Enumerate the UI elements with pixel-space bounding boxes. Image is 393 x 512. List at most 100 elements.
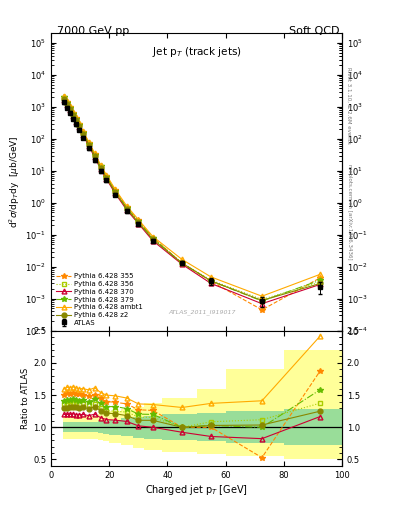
Pythia 6.428 370 <box>68 107 72 113</box>
Pythia 6.428 379 <box>76 122 81 128</box>
Pythia 6.428 355 <box>136 218 141 224</box>
Pythia 6.428 356 <box>65 100 70 106</box>
Pythia 6.428 z2 <box>136 219 141 225</box>
Pythia 6.428 356 <box>92 153 97 159</box>
Line: Pythia 6.428 356: Pythia 6.428 356 <box>62 96 323 302</box>
Pythia 6.428 356 <box>318 279 323 285</box>
Pythia 6.428 z2 <box>62 95 66 101</box>
Pythia 6.428 355 <box>209 278 213 284</box>
Pythia 6.428 ambt1 <box>209 274 213 280</box>
Pythia 6.428 370 <box>98 166 103 172</box>
Pythia 6.428 ambt1 <box>73 114 78 120</box>
Line: Pythia 6.428 370: Pythia 6.428 370 <box>62 97 323 306</box>
Pythia 6.428 ambt1 <box>92 150 97 156</box>
Pythia 6.428 355 <box>98 163 103 169</box>
Pythia 6.428 379 <box>86 141 91 147</box>
Pythia 6.428 ambt1 <box>104 172 109 178</box>
Pythia 6.428 356 <box>180 260 184 266</box>
Pythia 6.428 356 <box>260 296 264 303</box>
Pythia 6.428 370 <box>318 282 323 288</box>
Pythia 6.428 356 <box>124 205 129 211</box>
Pythia 6.428 379 <box>151 235 155 241</box>
Pythia 6.428 ambt1 <box>136 217 141 223</box>
Pythia 6.428 355 <box>104 173 109 179</box>
Pythia 6.428 355 <box>124 204 129 210</box>
Pythia 6.428 z2 <box>151 236 155 242</box>
Pythia 6.428 ambt1 <box>98 162 103 168</box>
Y-axis label: Ratio to ATLAS: Ratio to ATLAS <box>21 368 30 429</box>
Pythia 6.428 ambt1 <box>113 186 118 192</box>
Pythia 6.428 379 <box>62 94 66 100</box>
Pythia 6.428 379 <box>318 277 323 283</box>
Pythia 6.428 355 <box>62 94 66 100</box>
Pythia 6.428 370 <box>71 113 75 119</box>
Pythia 6.428 379 <box>104 174 109 180</box>
Pythia 6.428 ambt1 <box>71 109 75 115</box>
Pythia 6.428 z2 <box>180 260 184 266</box>
Pythia 6.428 356 <box>68 105 72 112</box>
Pythia 6.428 370 <box>260 301 264 307</box>
Pythia 6.428 370 <box>136 221 141 227</box>
Pythia 6.428 379 <box>73 116 78 122</box>
Pythia 6.428 355 <box>68 104 72 110</box>
Pythia 6.428 z2 <box>86 142 91 148</box>
Pythia 6.428 z2 <box>68 106 72 112</box>
Pythia 6.428 379 <box>113 188 118 194</box>
Pythia 6.428 355 <box>65 99 70 105</box>
Pythia 6.428 ambt1 <box>180 257 184 263</box>
Pythia 6.428 370 <box>104 176 109 182</box>
Pythia 6.428 z2 <box>65 101 70 107</box>
Pythia 6.428 355 <box>113 187 118 193</box>
Legend: Pythia 6.428 355, Pythia 6.428 356, Pythia 6.428 370, Pythia 6.428 379, Pythia 6: Pythia 6.428 355, Pythia 6.428 356, Pyth… <box>55 272 144 327</box>
Pythia 6.428 ambt1 <box>124 203 129 209</box>
Pythia 6.428 z2 <box>260 297 264 304</box>
Pythia 6.428 379 <box>180 260 184 266</box>
Pythia 6.428 z2 <box>98 164 103 170</box>
Pythia 6.428 356 <box>86 141 91 147</box>
Pythia 6.428 z2 <box>318 281 323 287</box>
Pythia 6.428 355 <box>73 115 78 121</box>
Pythia 6.428 379 <box>81 130 85 136</box>
Pythia 6.428 370 <box>62 97 66 103</box>
Pythia 6.428 z2 <box>76 123 81 129</box>
Pythia 6.428 ambt1 <box>62 93 66 99</box>
Pythia 6.428 379 <box>65 99 70 105</box>
Pythia 6.428 ambt1 <box>65 98 70 104</box>
Pythia 6.428 z2 <box>124 206 129 212</box>
Line: Pythia 6.428 ambt1: Pythia 6.428 ambt1 <box>62 93 323 298</box>
Pythia 6.428 370 <box>113 190 118 196</box>
Line: Pythia 6.428 379: Pythia 6.428 379 <box>61 95 323 304</box>
Text: Jet p$_T$ (track jets): Jet p$_T$ (track jets) <box>152 45 241 59</box>
Pythia 6.428 z2 <box>81 131 85 137</box>
Pythia 6.428 z2 <box>209 278 213 284</box>
Pythia 6.428 ambt1 <box>318 271 323 278</box>
Pythia 6.428 356 <box>71 111 75 117</box>
Pythia 6.428 379 <box>92 152 97 158</box>
Pythia 6.428 356 <box>113 188 118 195</box>
Text: Rivet 3.1.10, ≥ 2.6M events: Rivet 3.1.10, ≥ 2.6M events <box>347 67 352 143</box>
Pythia 6.428 356 <box>98 164 103 170</box>
Pythia 6.428 356 <box>136 219 141 225</box>
Text: ATLAS_2011_I919017: ATLAS_2011_I919017 <box>169 309 236 314</box>
Pythia 6.428 379 <box>98 163 103 169</box>
Pythia 6.428 355 <box>318 275 323 281</box>
Pythia 6.428 355 <box>92 151 97 157</box>
Pythia 6.428 370 <box>180 261 184 267</box>
Pythia 6.428 z2 <box>92 153 97 159</box>
Text: mcplots.cern.ch [arXiv:1306.3436]: mcplots.cern.ch [arXiv:1306.3436] <box>347 164 352 260</box>
Pythia 6.428 370 <box>209 281 213 287</box>
Pythia 6.428 ambt1 <box>151 233 155 240</box>
Text: 7000 GeV pp: 7000 GeV pp <box>57 26 129 36</box>
Line: Pythia 6.428 z2: Pythia 6.428 z2 <box>62 96 323 303</box>
Pythia 6.428 355 <box>151 234 155 241</box>
Pythia 6.428 z2 <box>113 189 118 195</box>
Pythia 6.428 356 <box>81 130 85 136</box>
Pythia 6.428 379 <box>260 298 264 304</box>
Pythia 6.428 370 <box>81 132 85 138</box>
Pythia 6.428 356 <box>76 122 81 129</box>
Pythia 6.428 379 <box>136 218 141 224</box>
X-axis label: Charged jet p$_T$ [GeV]: Charged jet p$_T$ [GeV] <box>145 482 248 497</box>
Pythia 6.428 370 <box>65 102 70 108</box>
Pythia 6.428 355 <box>260 307 264 313</box>
Pythia 6.428 356 <box>104 174 109 180</box>
